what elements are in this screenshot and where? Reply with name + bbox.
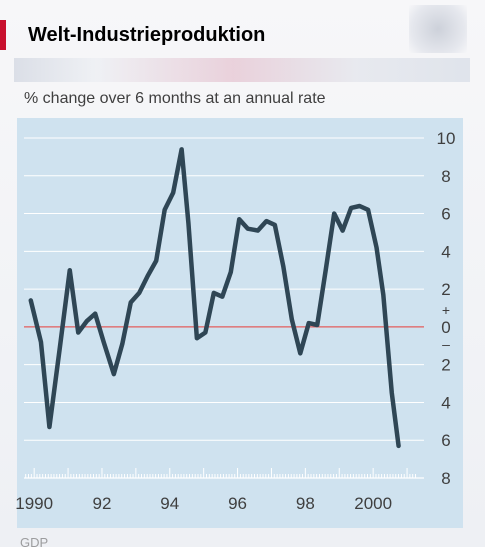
chart-panel	[17, 118, 463, 528]
footer-partial-text: GDP	[20, 535, 49, 547]
series-point	[274, 224, 276, 226]
series-point	[238, 218, 241, 221]
series-point	[204, 331, 207, 334]
series-point	[213, 292, 215, 294]
series-point	[163, 208, 166, 211]
series-point	[102, 341, 105, 343]
plus-sign-label: +	[442, 302, 450, 318]
series-point	[397, 445, 400, 447]
series-point	[40, 341, 42, 343]
x-tick-label: 2000	[354, 494, 392, 513]
x-axis-ticks: 1990 92 94 96 98 2000	[15, 468, 424, 513]
series-point	[221, 295, 224, 298]
series-line	[28, 147, 401, 449]
y-tick-label: 8	[441, 469, 450, 488]
series-point	[375, 246, 378, 249]
chart-subtitle: % change over 6 months at an annual rate	[24, 90, 326, 107]
x-tick-label: 1990	[15, 494, 53, 513]
page-title: Welt-Industrieproduktion	[28, 24, 266, 46]
series-point	[299, 352, 302, 355]
x-tick-label: 96	[228, 494, 247, 513]
series-point	[121, 343, 124, 345]
y-tick-label: 6	[441, 205, 450, 224]
y-tick-label: 4	[441, 242, 450, 261]
series-point	[48, 426, 51, 428]
series-point	[229, 271, 232, 273]
series-point	[390, 392, 393, 394]
series-point	[196, 337, 198, 340]
series-point	[58, 348, 61, 351]
series-point	[155, 259, 158, 262]
series-point	[246, 227, 249, 230]
series-point	[94, 312, 96, 315]
series-point	[341, 229, 344, 232]
series-point	[307, 322, 310, 324]
series-point	[282, 265, 285, 268]
series-point	[146, 275, 149, 277]
series-point	[290, 318, 293, 321]
series-point	[382, 293, 385, 296]
y-tick-label: 2	[441, 356, 450, 375]
x-tick-label: 92	[93, 494, 112, 513]
red-mark	[0, 20, 6, 50]
y-tick-label: 0	[441, 318, 450, 337]
series-point	[316, 324, 319, 326]
grid-layer	[24, 137, 424, 479]
series-point	[129, 301, 132, 304]
series-point	[113, 373, 115, 375]
series-point	[187, 222, 190, 224]
y-tick-label: 10	[437, 129, 456, 148]
series-point	[367, 208, 369, 211]
series-point	[77, 331, 80, 334]
series-point	[333, 212, 335, 215]
series-point	[172, 191, 174, 194]
x-tick-label: 94	[160, 494, 179, 513]
y-tick-label: 8	[441, 167, 450, 186]
series-point	[350, 207, 352, 209]
series-point	[138, 292, 141, 294]
series-point	[29, 299, 32, 302]
series-point	[358, 205, 361, 207]
series-point	[324, 269, 327, 272]
series-layer	[28, 147, 401, 449]
y-tick-label: 4	[441, 393, 450, 412]
blur-strip	[14, 58, 470, 82]
series-point	[85, 320, 88, 323]
series-point	[265, 220, 268, 222]
series-point	[68, 269, 71, 272]
x-tick-label: 98	[296, 494, 315, 513]
y-tick-label: 2	[441, 280, 450, 299]
y-tick-label: 6	[441, 431, 450, 450]
corner-blur	[409, 5, 467, 53]
y-axis-ticks: 10 8 6 4 2 0 2 4 6 8 + –	[437, 129, 456, 488]
minus-sign-label: –	[442, 336, 450, 352]
series-point	[257, 229, 259, 232]
series-point	[180, 148, 183, 151]
